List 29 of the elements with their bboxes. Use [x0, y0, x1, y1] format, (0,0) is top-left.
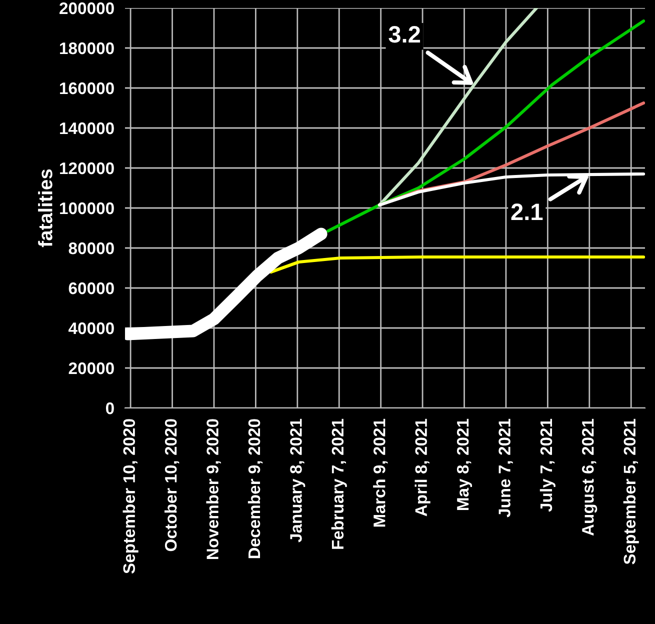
y-tick-label: 200000	[60, 2, 114, 14]
line-series	[326, 19, 645, 233]
x-tick-label: February 7, 2021	[331, 418, 347, 549]
x-tick-label: April 8, 2021	[414, 418, 430, 516]
y-tick-label: 140000	[60, 122, 114, 134]
x-tick-label: September 10, 2020	[122, 419, 138, 574]
line-series	[269, 255, 645, 274]
x-tick-label: June 7, 2021	[498, 418, 513, 518]
x-tick-label: December 9, 2020	[248, 419, 263, 558]
y-tick-label: 180000	[60, 42, 114, 54]
x-tick-label: October 10, 2020	[164, 419, 180, 552]
y-tick-label: 60000	[68, 282, 114, 294]
y-tick-label: 120000	[60, 162, 114, 174]
x-tick-label: May 8, 2021	[456, 418, 472, 510]
x-tick-label: March 9, 2021	[373, 418, 388, 527]
y-tick-label: 160000	[60, 82, 114, 94]
x-tick-label: September 5, 2021	[623, 418, 639, 564]
x-tick-label: January 8, 2021	[290, 418, 306, 542]
annotation: 2.1	[511, 204, 543, 220]
y-tick-label: 0	[106, 402, 114, 414]
y-tick-label: 20000	[68, 362, 114, 374]
annotation: 3.2	[388, 26, 420, 43]
y-axis-title: fatalities	[38, 169, 52, 248]
x-tick-label: August 6, 2021	[582, 418, 598, 536]
y-tick-label: 80000	[68, 242, 114, 254]
y-tick-label: 100000	[60, 202, 114, 214]
x-tick-label: July 7, 2021	[540, 418, 556, 512]
x-tick-label: November 9, 2020	[206, 419, 221, 560]
y-tick-label: 40000	[68, 322, 114, 334]
